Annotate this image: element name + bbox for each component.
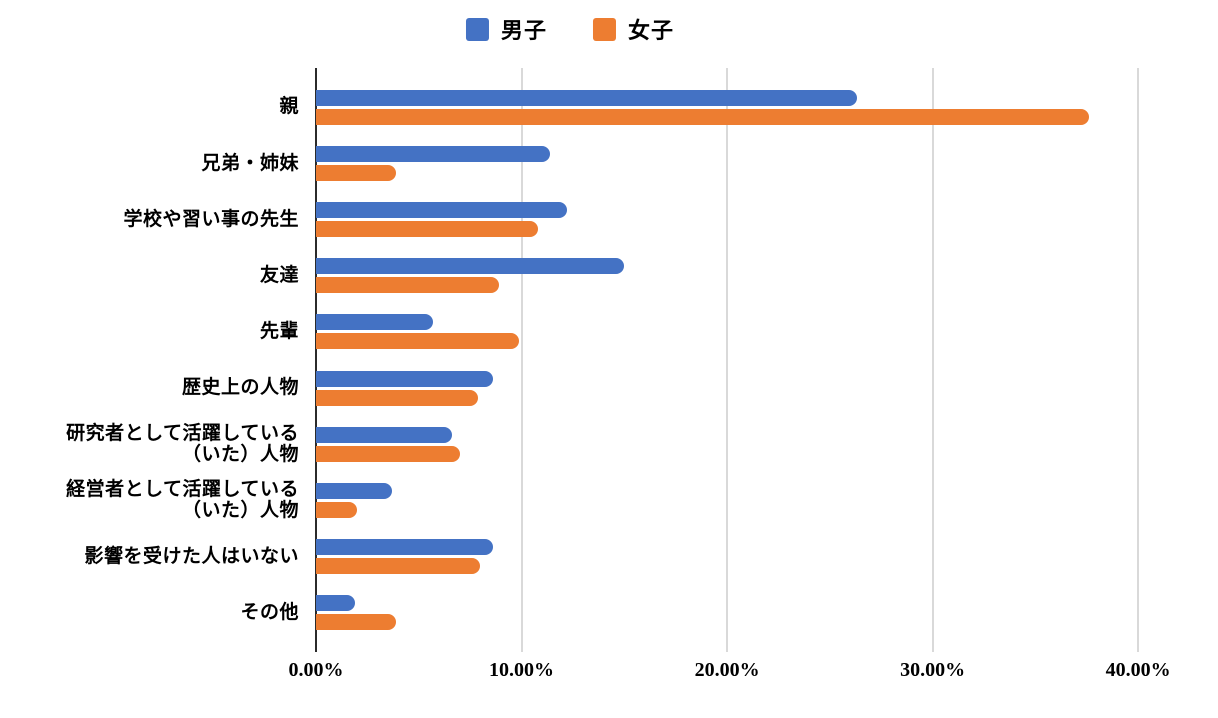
bar-boys-7 [316, 482, 393, 499]
bar-group-8 [316, 529, 1206, 585]
x-tick-label-2: 20.00% [694, 659, 760, 681]
legend-item-girls: 女子 [593, 13, 674, 45]
category-label-7: 経営者として活躍している （いた）人物 [66, 479, 299, 522]
bar-boys-0 [316, 89, 857, 106]
legend-label-girls: 女子 [628, 18, 675, 43]
bar-girls-0 [316, 108, 1089, 125]
bar-boys-3 [316, 258, 625, 275]
category-label-8: 影響を受けた人はいない [84, 545, 299, 567]
category-label-5: 歴史上の人物 [181, 377, 299, 399]
gridline-10pct [520, 68, 523, 652]
bar-girls-5 [316, 389, 479, 406]
legend-item-boys: 男子 [465, 13, 547, 45]
x-tick-label-3: 30.00% [900, 659, 966, 681]
bar-girls-8 [316, 558, 481, 575]
bar-girls-1 [316, 164, 397, 181]
gridline-40pct [1137, 68, 1140, 652]
category-label-9: その他 [240, 602, 299, 624]
x-tick-label-1: 10.00% [489, 659, 555, 681]
value-axis: 0.00% 10.00% 20.00% 30.00% 40.00% [0, 659, 1218, 687]
bar-group-5 [316, 360, 1206, 416]
bar-boys-5 [316, 370, 493, 387]
gridline-20pct [726, 68, 729, 652]
bar-girls-3 [316, 277, 499, 294]
bar-group-1 [316, 135, 1206, 191]
bar-group-2 [316, 191, 1206, 247]
category-label-6: 研究者として活躍している （いた）人物 [66, 422, 299, 466]
bar-girls-2 [316, 220, 538, 237]
category-label-3: 友達 [259, 265, 299, 287]
bar-girls-9 [316, 614, 397, 631]
bar-boys-6 [316, 426, 452, 443]
bar-girls-4 [316, 333, 520, 350]
x-tick-label-4: 40.00% [1105, 659, 1171, 681]
category-label-0: 親 [279, 96, 299, 118]
bar-group-7 [316, 472, 1206, 528]
legend: 男子 女子 [465, 13, 674, 45]
bar-group-6 [316, 416, 1206, 472]
bar-boys-8 [316, 539, 493, 556]
legend-label-boys: 男子 [500, 18, 547, 43]
bar-girls-6 [316, 445, 460, 462]
x-tick-label-0: 0.00% [288, 659, 344, 681]
axis-line [315, 68, 317, 652]
gridline-30pct [931, 68, 934, 652]
category-axis: 親兄弟・姉妹学校や習い事の先生友達先輩歴史上の人物研究者として活躍している （いた… [0, 79, 308, 641]
bar-girls-7 [316, 501, 358, 518]
category-label-1: 兄弟・姉妹 [201, 152, 299, 174]
plot-area [0, 68, 1218, 652]
bar-group-3 [316, 248, 1206, 304]
legend-swatch-girls [593, 17, 616, 41]
bar-boys-2 [316, 201, 567, 218]
bar-group-9 [316, 585, 1206, 641]
legend-swatch-boys [465, 17, 489, 41]
bar-group-0 [316, 79, 1206, 135]
bar-boys-4 [316, 314, 434, 331]
category-label-2: 学校や習い事の先生 [123, 208, 299, 230]
category-label-4: 先輩 [259, 321, 299, 343]
bar-boys-9 [316, 595, 356, 612]
bar-boys-1 [316, 145, 551, 162]
bar-group-4 [316, 304, 1206, 360]
bars-area [316, 79, 1206, 641]
